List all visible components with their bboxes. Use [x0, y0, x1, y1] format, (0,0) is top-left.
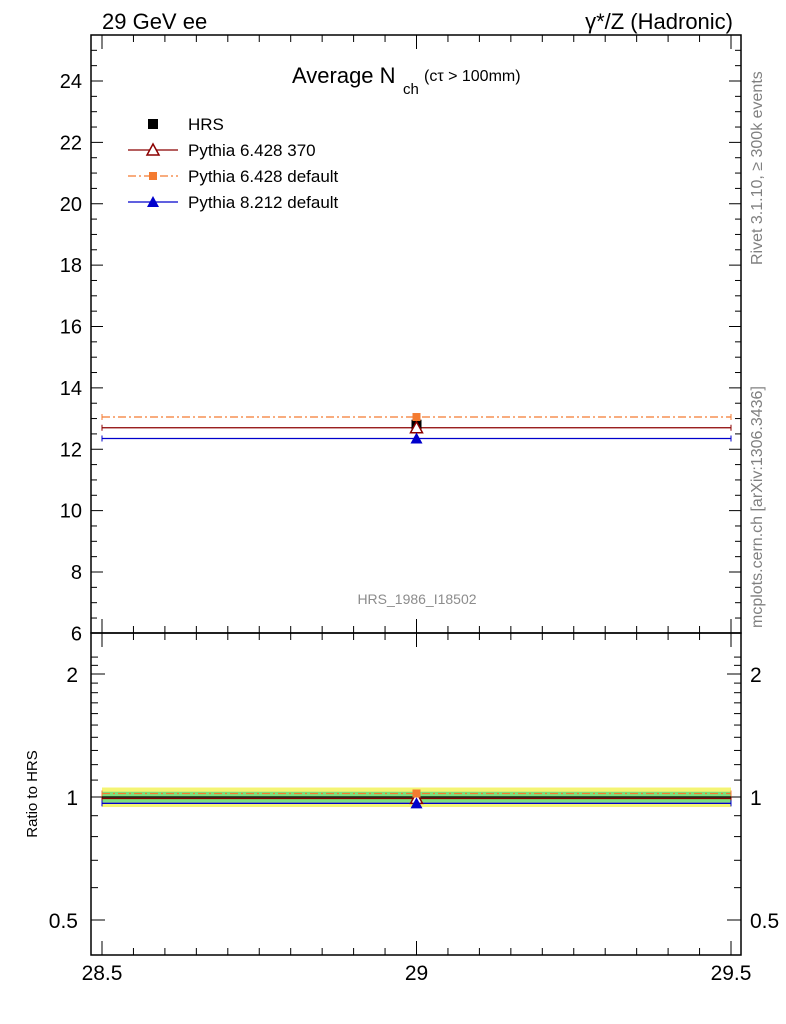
ratio-ytick-label-left: 0.5: [49, 910, 78, 933]
legend-marker: [148, 119, 158, 129]
mcplots-label: mcplots.cern.ch [arXiv:1306.3436]: [749, 386, 766, 628]
main-ytick-label: 12: [60, 439, 82, 461]
main-plot-panel: 6 8 10 12 14 16 18 20 22 24: [60, 34, 742, 645]
legend-label: Pythia 8.212 default: [188, 193, 339, 212]
ratio-ytick-label-right: 1: [750, 787, 762, 810]
ratio-data-point: [412, 789, 421, 798]
analysis-watermark: HRS_1986_I18502: [357, 591, 476, 607]
main-data-point: [412, 413, 421, 422]
legend-marker: [149, 172, 157, 180]
main-data-point: [410, 432, 423, 444]
legend-label: Pythia 6.428 370: [188, 141, 316, 160]
main-ytick-label: 24: [60, 71, 82, 93]
ratio-data-point: [410, 797, 423, 809]
xtick-label: 28.5: [82, 962, 123, 985]
main-ytick-label: 16: [60, 317, 82, 339]
main-ytick-label: 18: [60, 255, 82, 277]
legend-label: Pythia 6.428 default: [188, 167, 339, 186]
ratio-plot-panel: 0.5 0.5 1 1 2 2 28.5 29 29.5: [49, 632, 779, 985]
title-main: Average N: [292, 63, 396, 88]
header-left-label: 29 GeV ee: [102, 9, 207, 34]
xtick-label: 29.5: [711, 962, 752, 985]
ratio-ytick-label-left: 1: [66, 787, 78, 810]
legend: HRS Pythia 6.428 370 Pythia 6.428 default P…: [128, 115, 339, 212]
main-ytick-label: 8: [71, 562, 82, 584]
ratio-ytick-label-right: 2: [750, 664, 762, 687]
header-right-label: γ*/Z (Hadronic): [585, 9, 733, 34]
rivet-version-label: Rivet 3.1.10, ≥ 300k events: [749, 71, 766, 265]
title-cut: (cτ > 100mm): [424, 68, 521, 85]
main-ytick-label: 6: [71, 623, 82, 645]
legend-marker: [145, 142, 161, 156]
ratio-ytick-label-right: 0.5: [750, 910, 779, 933]
title-subscript: ch: [403, 81, 419, 98]
main-ytick-label: 20: [60, 194, 82, 216]
main-ytick-label: 14: [60, 378, 82, 400]
main-ytick-label: 10: [60, 501, 82, 523]
main-ytick-label: 22: [60, 132, 82, 154]
plot-title: Average N: [292, 63, 396, 88]
xtick-label: 29: [405, 962, 428, 985]
ratio-ylabel: Ratio to HRS: [24, 750, 41, 838]
legend-label: HRS: [188, 115, 224, 134]
ratio-ytick-label-left: 2: [66, 664, 78, 687]
legend-marker: [147, 196, 159, 207]
